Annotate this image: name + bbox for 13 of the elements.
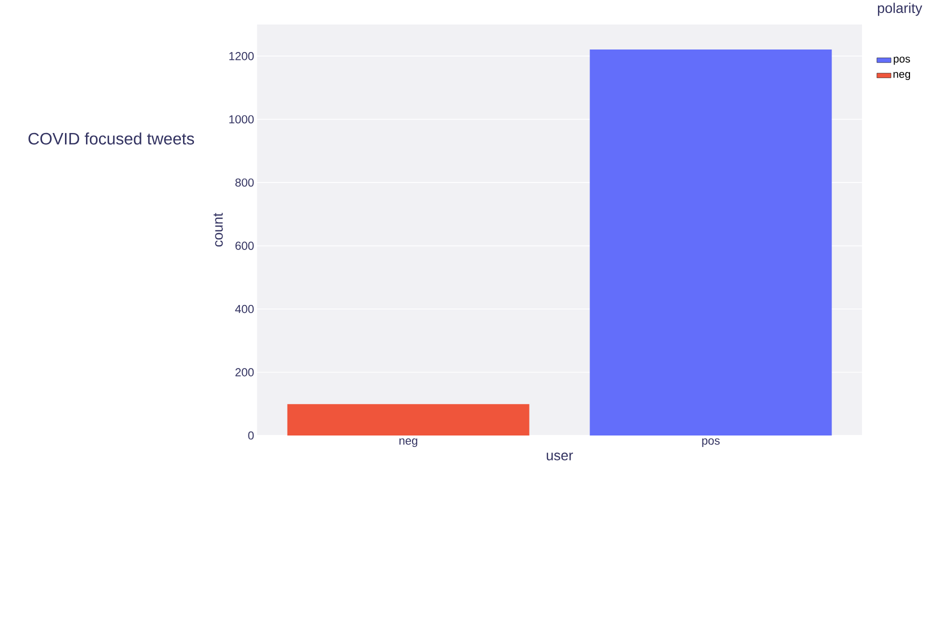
y-tick-label: 400	[235, 305, 254, 314]
text: COVID focused tweets	[28, 132, 194, 145]
x-axis-title: user	[546, 452, 573, 460]
y-tick-label: 1000	[229, 115, 254, 124]
legend-title: polarity	[878, 2, 922, 16]
y-tick-label: 0	[248, 431, 254, 440]
legend-label: pos	[894, 56, 910, 65]
y-tick-label: 200	[235, 368, 254, 376]
y-tick-label: 600	[235, 242, 254, 250]
y-axis-title: count	[214, 213, 223, 247]
y-tick-label: 800	[235, 178, 254, 187]
y-tick-label: 1200	[229, 52, 254, 60]
legend-label: neg	[894, 72, 910, 80]
